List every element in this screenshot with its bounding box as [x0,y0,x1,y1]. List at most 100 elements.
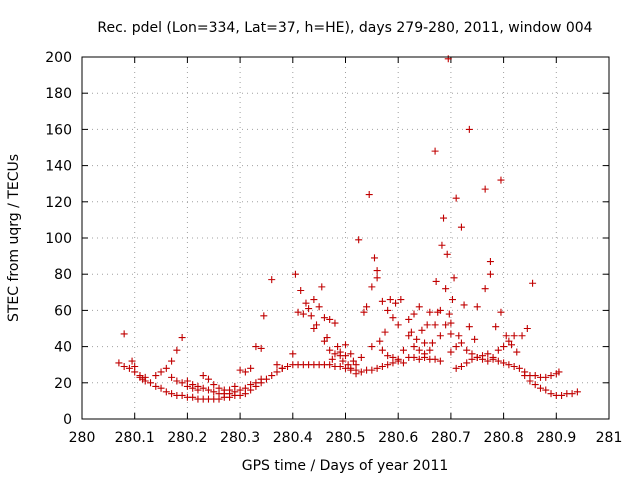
data-point [450,274,458,282]
data-point [268,372,276,380]
data-point [178,379,186,387]
data-point [315,303,323,311]
data-point [310,325,318,332]
data-point [531,372,539,380]
data-point [457,363,465,371]
data-point [168,373,176,381]
data-point [247,364,255,372]
data-point [447,330,455,338]
data-point [355,236,363,244]
data-point [278,364,286,372]
data-point [231,382,239,390]
data-point [236,386,244,394]
data-point [529,279,537,287]
data-point [194,386,202,394]
data-point [199,384,207,392]
data-point [157,368,165,376]
data-point [497,176,505,184]
y-tick-label: 140 [45,159,72,175]
data-point [352,361,360,369]
data-point [494,346,502,354]
data-point [489,353,497,361]
data-point [452,364,460,372]
data-point [210,381,218,389]
x-tick-label: 280.7 [431,430,471,446]
data-point [136,372,144,380]
data-point [452,343,460,351]
data-point [484,357,492,365]
x-tick-label: 280.2 [167,430,207,446]
data-point [294,308,302,316]
data-point [307,312,315,320]
data-point [523,325,531,332]
data-point [363,303,371,311]
data-point [386,296,394,304]
data-point [436,306,444,314]
data-point [481,285,489,293]
data-point [436,332,444,340]
data-point [273,368,281,376]
data-point [336,348,344,356]
data-point [399,359,407,367]
data-point [423,321,431,329]
data-point [547,390,555,398]
data-point [360,308,368,316]
data-point [320,337,328,345]
data-point [463,346,471,354]
data-point [115,359,123,367]
data-point [443,250,451,258]
data-point [168,390,176,398]
data-point [368,343,376,351]
data-point [447,319,455,327]
y-tick-label: 200 [45,50,72,66]
data-point [432,277,440,285]
data-point [448,296,456,304]
data-point [405,315,413,323]
data-point [457,339,465,347]
data-point [268,276,276,284]
data-point [336,363,344,371]
data-point [347,350,355,358]
data-point [328,355,336,363]
data-point [394,355,402,363]
data-point [247,381,255,389]
data-point [471,335,479,343]
data-point [384,352,392,360]
y-tick-label: 120 [45,195,72,211]
data-point [486,258,494,266]
data-point [405,332,413,340]
data-point [413,335,421,343]
data-point [421,350,429,358]
data-point [494,357,502,365]
x-tick-label: 280.6 [378,430,418,446]
data-point [426,346,434,354]
data-point [510,363,518,371]
data-point [510,332,518,340]
data-point [323,334,331,342]
data-point [141,373,149,381]
data-point [313,321,321,329]
data-point [334,343,342,351]
y-tick-label: 160 [45,122,72,138]
data-point [368,366,376,374]
data-point [178,391,186,399]
data-point [479,355,487,363]
data-point [252,343,260,351]
y-tick-label: 0 [63,412,72,428]
data-point [368,283,376,291]
data-point [536,384,544,392]
data-point [440,214,448,222]
data-point [352,370,360,378]
data-point [513,348,521,356]
data-point [452,194,460,202]
data-point [260,312,268,320]
data-point [492,323,500,331]
data-point [505,337,513,345]
data-point [178,334,186,342]
data-point [241,368,249,376]
data-point [302,299,310,307]
data-point [331,319,339,327]
data-point [289,350,297,358]
data-point [444,55,452,63]
